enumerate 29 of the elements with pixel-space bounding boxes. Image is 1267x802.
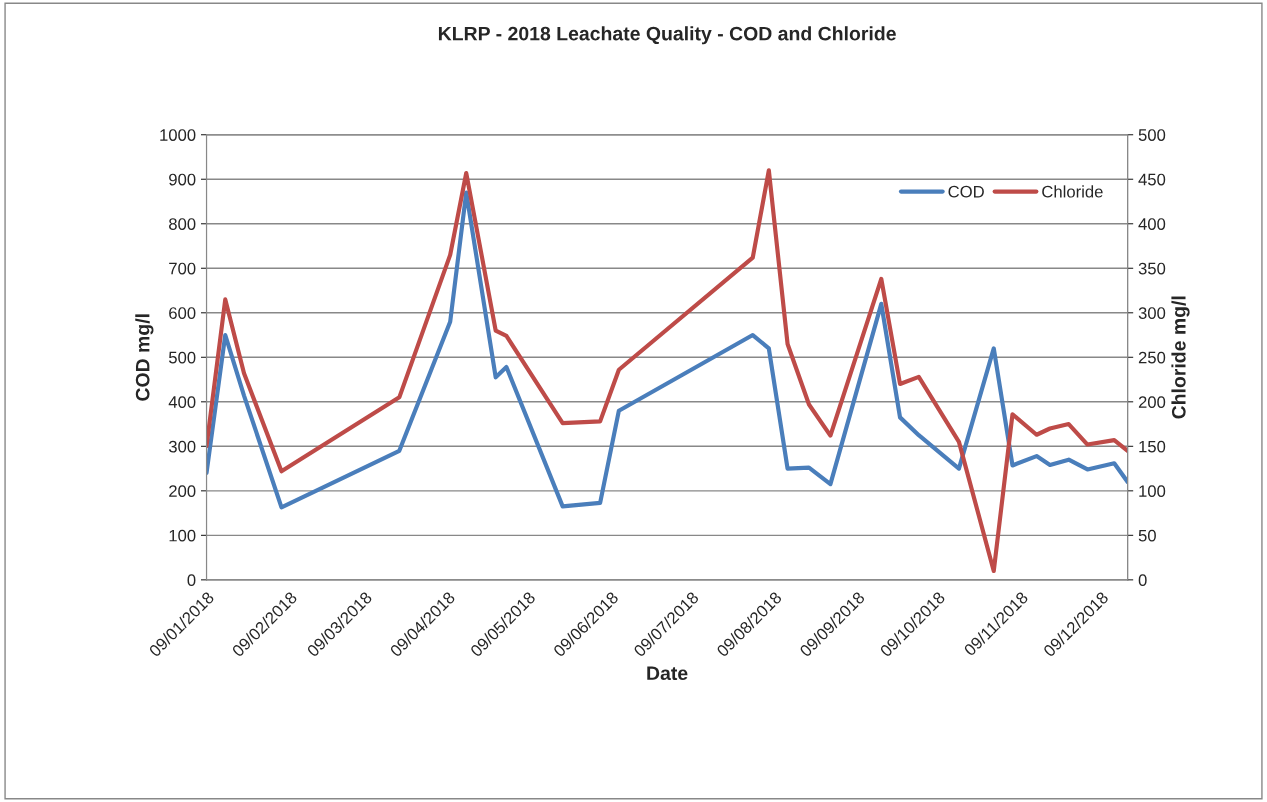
y-tick-label: 0 [187, 574, 196, 587]
y-axis-title: COD mg/l [135, 314, 154, 401]
y-tick-label: 300 [168, 440, 196, 453]
y2-tick-label: 500 [1138, 129, 1166, 141]
y2-tick-label: 150 [1139, 440, 1166, 453]
y2-axis-title: Chloride mg/l [1171, 296, 1190, 419]
x-axis-title: Date [647, 666, 688, 681]
y-tick-label: 900 [169, 173, 196, 186]
y2-tick-label: 300 [1138, 307, 1166, 319]
y2-tick-label: 50 [1138, 529, 1156, 542]
y2-tick-label: 400 [1138, 218, 1166, 230]
line-series [206, 168, 1128, 574]
y-tick-label: 400 [168, 396, 196, 409]
y2-tick-label: 250 [1138, 351, 1166, 364]
y-tick-label: 500 [168, 351, 196, 364]
y-tick-label: 1000 [160, 129, 196, 141]
y2-tick-label: 200 [1138, 396, 1166, 409]
legend-label: Chloride [1042, 185, 1103, 198]
y2-tick-label: 100 [1139, 485, 1166, 498]
y-tick-label: 600 [169, 307, 196, 319]
y-tick-label: 200 [169, 485, 196, 498]
y-tick-label: 700 [169, 262, 196, 275]
chart-title: KLRP - 2018 Leachate Quality - COD and Chloride [438, 26, 896, 45]
y2-tick-label: 450 [1138, 173, 1166, 186]
y-tick-label: 100 [169, 529, 196, 542]
y2-tick-label: 350 [1138, 262, 1166, 275]
legend-label: COD [948, 185, 984, 198]
y-tick-label: 800 [169, 218, 196, 230]
y2-tick-label: 0 [1138, 574, 1147, 587]
